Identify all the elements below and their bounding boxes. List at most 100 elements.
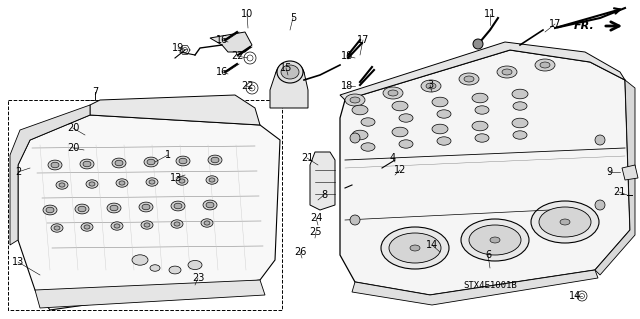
Text: 4: 4 [390, 153, 396, 163]
Text: 14: 14 [426, 240, 438, 250]
Text: 17: 17 [549, 19, 561, 29]
Ellipse shape [475, 106, 489, 114]
Text: 6: 6 [485, 250, 491, 260]
Circle shape [350, 133, 360, 143]
Ellipse shape [43, 205, 57, 215]
Ellipse shape [81, 223, 93, 231]
Circle shape [595, 200, 605, 210]
Ellipse shape [469, 225, 521, 255]
Ellipse shape [139, 202, 153, 212]
Text: 3: 3 [427, 80, 433, 90]
Ellipse shape [381, 227, 449, 269]
Polygon shape [622, 165, 638, 180]
Text: 22: 22 [231, 51, 243, 61]
Ellipse shape [141, 221, 153, 229]
Text: 23: 23 [192, 273, 204, 283]
Polygon shape [595, 80, 635, 275]
Circle shape [350, 215, 360, 225]
Ellipse shape [502, 69, 512, 75]
Ellipse shape [540, 62, 550, 68]
Ellipse shape [512, 89, 528, 99]
Text: FR.: FR. [574, 21, 595, 31]
Ellipse shape [144, 157, 158, 167]
Ellipse shape [208, 155, 222, 165]
Ellipse shape [389, 233, 441, 263]
Text: 7: 7 [92, 87, 98, 97]
Text: 2: 2 [15, 167, 21, 177]
Ellipse shape [464, 76, 474, 82]
Text: 20: 20 [67, 143, 79, 153]
Ellipse shape [399, 114, 413, 122]
Ellipse shape [51, 162, 59, 168]
Ellipse shape [437, 110, 451, 118]
Ellipse shape [459, 73, 479, 85]
Ellipse shape [388, 90, 398, 96]
Ellipse shape [461, 219, 529, 261]
Polygon shape [270, 72, 308, 108]
Text: 13: 13 [12, 257, 24, 267]
Text: 12: 12 [394, 165, 406, 175]
Polygon shape [18, 115, 280, 310]
Text: 5: 5 [290, 13, 296, 23]
Ellipse shape [83, 161, 91, 167]
Polygon shape [340, 42, 625, 100]
Polygon shape [210, 32, 252, 52]
Ellipse shape [176, 177, 188, 185]
Ellipse shape [115, 160, 123, 166]
Ellipse shape [513, 102, 527, 110]
Text: 15: 15 [280, 63, 292, 73]
Polygon shape [340, 50, 630, 295]
Ellipse shape [149, 180, 155, 184]
Ellipse shape [150, 265, 160, 271]
Ellipse shape [277, 61, 303, 83]
Ellipse shape [361, 143, 375, 151]
Ellipse shape [350, 97, 360, 103]
Ellipse shape [392, 101, 408, 111]
Ellipse shape [59, 183, 65, 187]
Ellipse shape [426, 83, 436, 89]
Ellipse shape [392, 127, 408, 137]
Polygon shape [180, 46, 190, 54]
Ellipse shape [51, 224, 63, 232]
Text: 8: 8 [321, 190, 327, 200]
Ellipse shape [490, 237, 500, 243]
Ellipse shape [497, 66, 517, 78]
Text: 19: 19 [172, 43, 184, 53]
Ellipse shape [110, 205, 118, 211]
Circle shape [595, 135, 605, 145]
Ellipse shape [531, 201, 599, 243]
Circle shape [473, 39, 483, 49]
Ellipse shape [352, 130, 368, 140]
Ellipse shape [119, 181, 125, 185]
Ellipse shape [75, 204, 89, 214]
Ellipse shape [174, 222, 180, 226]
Text: 22: 22 [241, 81, 253, 91]
Ellipse shape [432, 124, 448, 134]
Ellipse shape [201, 219, 213, 227]
Text: 10: 10 [241, 9, 253, 19]
Text: 21: 21 [301, 153, 313, 163]
Ellipse shape [513, 131, 527, 139]
Ellipse shape [107, 203, 121, 213]
Text: 13: 13 [170, 173, 182, 183]
Ellipse shape [352, 105, 368, 115]
Ellipse shape [188, 260, 202, 270]
Text: 16: 16 [216, 35, 228, 45]
Ellipse shape [211, 157, 219, 163]
Ellipse shape [472, 93, 488, 103]
Text: 18: 18 [341, 51, 353, 61]
Text: 9: 9 [606, 167, 612, 177]
Ellipse shape [116, 179, 128, 187]
Polygon shape [35, 280, 265, 308]
Text: STX4E1001B: STX4E1001B [463, 281, 517, 291]
Text: 20: 20 [67, 123, 79, 133]
Ellipse shape [203, 200, 217, 210]
Ellipse shape [437, 137, 451, 145]
Ellipse shape [206, 202, 214, 208]
Ellipse shape [144, 223, 150, 227]
Ellipse shape [206, 176, 218, 184]
Ellipse shape [146, 178, 158, 186]
Ellipse shape [174, 203, 182, 209]
Ellipse shape [512, 118, 528, 128]
Ellipse shape [535, 59, 555, 71]
